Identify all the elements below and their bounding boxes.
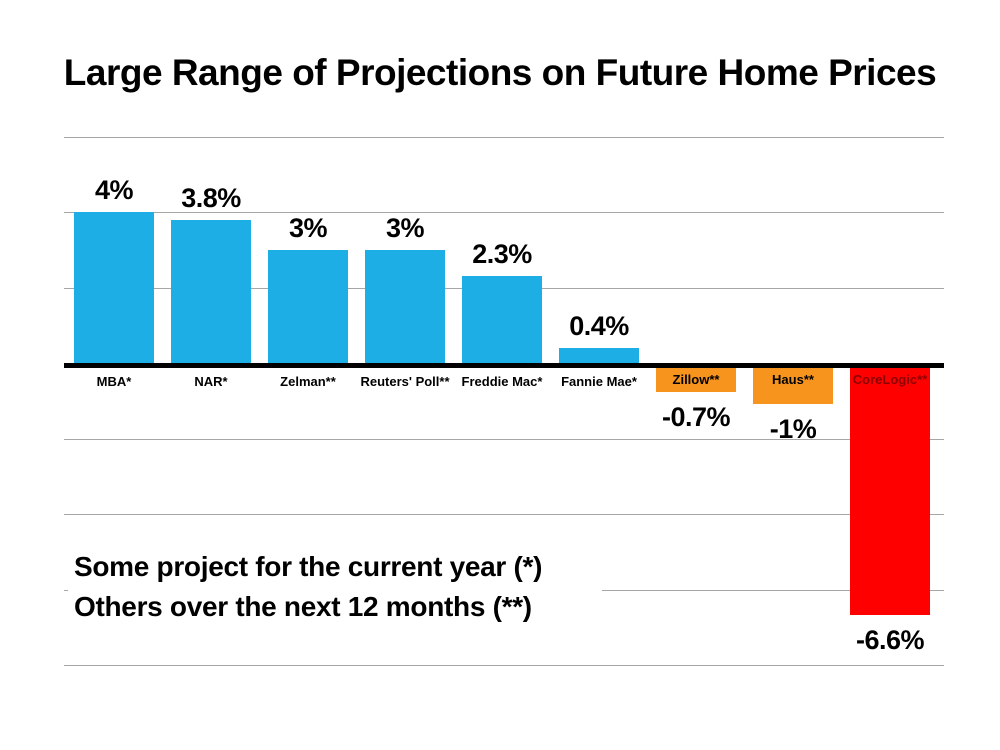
value-label: 0.4% [569, 311, 629, 341]
category-label: Haus** [772, 372, 814, 387]
gridline [64, 514, 944, 515]
category-label: Freddie Mac* [461, 374, 543, 389]
value-label: -6.6% [855, 625, 925, 655]
value-label: -0.7% [661, 402, 731, 432]
value-label: -1% [769, 414, 817, 444]
bar-haus [753, 363, 833, 404]
bar-zelman [268, 250, 348, 368]
annotation-line-2: Others over the next 12 months (**) [74, 591, 532, 622]
value-label: 3.8% [181, 183, 241, 213]
category-label: MBA* [96, 374, 132, 389]
bar-corelogic [850, 363, 930, 615]
x-axis-line [64, 363, 944, 368]
category-label: CoreLogic** [852, 372, 928, 387]
gridline [64, 665, 944, 666]
annotation-note: Some project for the current year (*) Ot… [68, 545, 602, 629]
value-label: 4% [94, 175, 134, 205]
bar-nar [171, 220, 251, 368]
category-label: NAR* [194, 374, 228, 389]
bar-reuters-poll [365, 250, 445, 368]
category-label: Fannie Mae* [561, 374, 637, 389]
gridline [64, 212, 944, 213]
bar-mba [74, 212, 154, 368]
value-label: 2.3% [472, 239, 532, 269]
bar-freddie-mac [462, 276, 542, 368]
category-label: Reuters' Poll** [360, 374, 450, 389]
annotation-line-1: Some project for the current year (*) [74, 551, 543, 582]
category-label: Zelman** [280, 374, 336, 389]
category-label: Zillow** [672, 372, 720, 387]
gridline [64, 137, 944, 138]
chart-title: Large Range of Projections on Future Hom… [63, 52, 937, 93]
gridline [64, 439, 944, 440]
value-label: 3% [385, 213, 425, 243]
value-label: 3% [288, 213, 328, 243]
